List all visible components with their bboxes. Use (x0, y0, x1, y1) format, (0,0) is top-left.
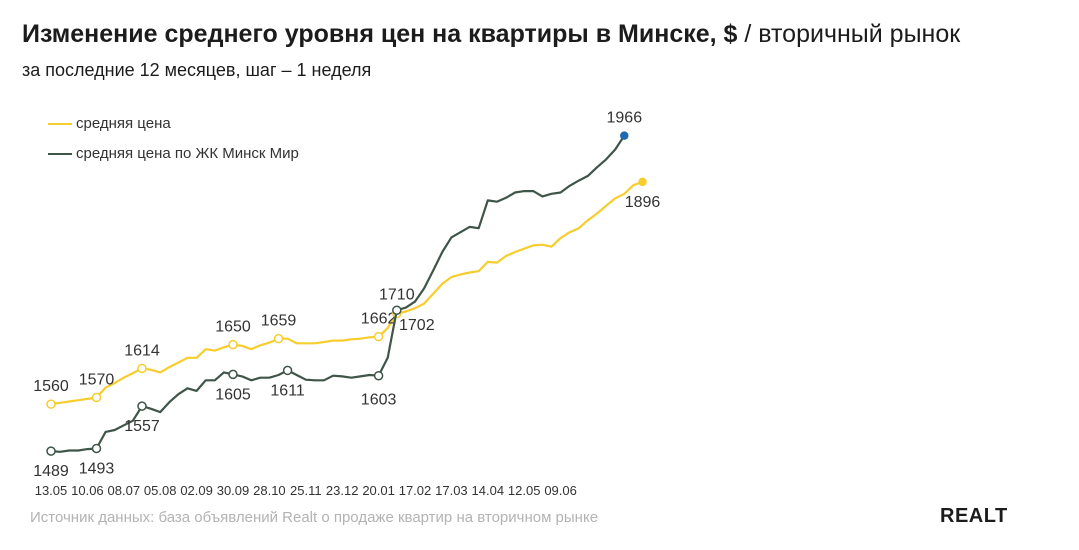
chart-title-main: Изменение среднего уровня цен на квартир… (22, 20, 738, 48)
marker-avg (137, 363, 147, 374)
x-tick-label: 08.07 (108, 483, 141, 498)
chart-title: Изменение среднего уровня цен на квартир… (22, 20, 960, 49)
data-label-avg: 1659 (261, 313, 297, 330)
marker-avg (273, 333, 284, 344)
data-label-mir: 1605 (215, 386, 251, 403)
x-tick-label: 23.12 (326, 483, 359, 498)
x-tick-label: 17.03 (435, 483, 468, 498)
data-label-avg: 1710 (379, 287, 415, 304)
x-tick-label: 09.06 (544, 483, 577, 498)
x-tick-label: 25.11 (290, 483, 322, 498)
marker-avg (638, 177, 647, 187)
legend-label-mir: средняя цена по ЖК Минск Мир (76, 145, 299, 162)
series-line-avg (49, 180, 644, 406)
chart-subtitle: за последние 12 месяцев, шаг – 1 неделя (22, 60, 372, 80)
x-tick-label: 28.10 (253, 483, 286, 498)
marker-mir (392, 305, 402, 315)
x-tick-label: 10.06 (71, 483, 104, 498)
x-tick-label: 02.09 (180, 483, 213, 498)
data-label-avg: 1570 (79, 372, 115, 389)
x-tick-label: 14.04 (472, 483, 505, 498)
marker-avg (228, 339, 238, 350)
data-label-mir: 1611 (270, 382, 305, 399)
x-tick-label: 30.09 (217, 483, 250, 498)
data-label-avg: 1896 (625, 194, 661, 211)
x-tick-label: 20.01 (362, 483, 395, 498)
marker-mir (282, 365, 293, 376)
marker-mir (46, 446, 56, 456)
marker-mir (228, 369, 238, 380)
marker-mir (620, 131, 629, 140)
data-label-mir: 1702 (399, 317, 435, 334)
x-tick-label: 17.02 (399, 483, 432, 498)
legend-label-avg: средняя цена (76, 115, 171, 132)
data-label-avg: 1614 (124, 342, 160, 359)
data-label-mir: 1557 (124, 418, 160, 435)
marker-mir (91, 443, 102, 454)
x-tick-label: 13.05 (35, 483, 68, 498)
data-label-mir: 1489 (33, 463, 69, 480)
x-tick-label: 12.05 (508, 483, 541, 498)
marker-avg (373, 331, 384, 342)
legend-item-mir: средняя цена по ЖК Минск Мир (48, 145, 299, 162)
marker-mir (373, 370, 384, 381)
data-label-avg: 1650 (215, 319, 251, 336)
data-label-mir: 1966 (607, 110, 643, 127)
realt-logo: REALT (940, 505, 1008, 527)
chart-title-suffix: / вторичный рынок (737, 20, 961, 48)
marker-avg (91, 392, 102, 403)
series-line-mir (49, 134, 626, 453)
data-label-mir: 1603 (361, 392, 397, 409)
marker-avg (46, 399, 56, 409)
x-tick-label: 05.08 (144, 483, 177, 498)
legend-item-avg: средняя цена (48, 115, 171, 132)
data-label-avg: 1560 (33, 378, 69, 395)
data-label-avg: 1662 (361, 311, 397, 328)
source-note: Источник данных: база объявлений Realt о… (30, 509, 599, 526)
legend-swatch-avg (48, 122, 72, 125)
data-label-mir: 1493 (79, 460, 115, 477)
legend-swatch-mir (48, 152, 72, 155)
marker-mir (137, 401, 147, 411)
